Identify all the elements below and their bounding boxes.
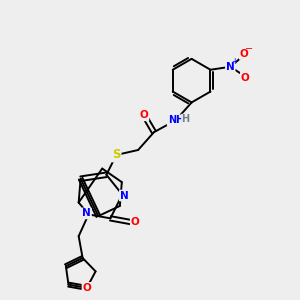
Text: N: N [226, 62, 235, 72]
Text: O: O [240, 49, 248, 59]
Text: N: N [120, 190, 129, 201]
Text: N: N [82, 208, 91, 218]
Text: −: − [245, 44, 253, 54]
Text: O: O [131, 217, 140, 227]
Text: NH: NH [168, 115, 184, 125]
Text: O: O [241, 73, 250, 83]
Text: O: O [140, 110, 148, 120]
Text: +: + [231, 57, 238, 66]
Text: S: S [112, 148, 121, 161]
Text: H: H [182, 114, 190, 124]
Text: O: O [82, 283, 91, 293]
